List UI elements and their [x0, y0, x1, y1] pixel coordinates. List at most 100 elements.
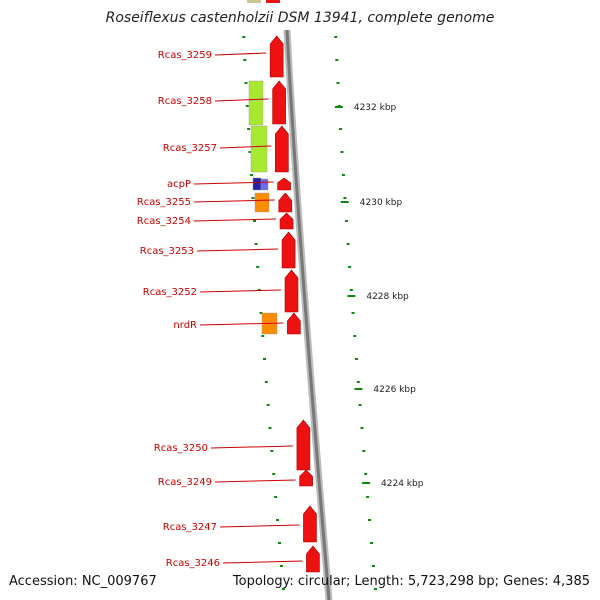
outer-tick-mark — [343, 197, 347, 199]
inner-tick-mark — [252, 220, 256, 222]
genome-info-text: Topology: circular; Length: 5,723,298 bp… — [232, 574, 590, 589]
gene-label: Rcas_3257 — [163, 143, 217, 154]
gene-label: Rcas_3249 — [158, 477, 212, 488]
outer-tick-mark — [355, 358, 359, 360]
map-title: Roseiflexus castenholzii DSM 13941, comp… — [105, 10, 495, 26]
outer-tick-mark — [356, 381, 360, 383]
inner-tick-mark — [276, 519, 280, 521]
gene-label: Rcas_3253 — [140, 246, 194, 257]
gene-label: Rcas_3255 — [137, 197, 191, 208]
kbp-tick-mark — [354, 388, 363, 390]
outer-tick-mark — [353, 335, 357, 337]
gene-label: Rcas_3246 — [166, 558, 220, 569]
outer-tick-mark — [349, 289, 353, 291]
genes — [269, 35, 320, 573]
outer-tick-mark — [341, 174, 345, 176]
gene-arrow[interactable] — [287, 312, 301, 335]
gene-label-leader — [222, 560, 303, 564]
gene-label-leader — [193, 181, 274, 185]
inner-tick-mark — [244, 82, 248, 84]
inner-tick-mark — [277, 542, 281, 544]
blue-feature[interactable] — [252, 177, 262, 191]
gene-label: acpP — [167, 179, 191, 190]
orange-feature[interactable] — [254, 192, 270, 213]
gene-label-leader — [219, 524, 300, 528]
gene-label-leader — [214, 98, 269, 102]
inner-tick-mark — [272, 473, 276, 475]
outer-tick-mark — [346, 243, 350, 245]
kbp-tick-mark — [340, 201, 349, 203]
green-feature[interactable] — [248, 80, 264, 126]
accession-text: Accession: NC_009767 — [9, 574, 157, 589]
gene-arrow[interactable] — [281, 231, 296, 269]
outer-tick-mark — [360, 427, 364, 429]
inner-tick-mark — [281, 588, 285, 590]
kbp-tick-mark — [347, 295, 356, 297]
inner-tick-mark — [259, 312, 263, 314]
kbp-tick-label: 4230 kbp — [360, 198, 403, 208]
labels: Rcas_3259 Rcas_3258 Rcas_3257 acpP Rcas_3255… — [137, 50, 303, 569]
top-feature-stub — [247, 0, 261, 3]
tick-labels: 4232 kbp 4230 kbp 4228 kbp 4226 kbp 4224 kbp — [334, 103, 424, 489]
gene-arrow[interactable] — [303, 505, 317, 543]
gene-label-leader — [196, 248, 279, 252]
inner-ticks — [242, 36, 285, 590]
gene-arrow[interactable] — [269, 35, 284, 78]
inner-tick-mark — [248, 151, 252, 153]
inner-tick-mark — [257, 289, 261, 291]
gene-label-leader — [193, 199, 275, 203]
kbp-tick-mark — [362, 482, 371, 484]
blue-feature[interactable] — [260, 178, 269, 191]
outer-tick-mark — [362, 450, 366, 452]
outer-tick-mark — [344, 220, 348, 222]
outer-tick-mark — [340, 151, 344, 153]
top-gene-stub — [266, 0, 280, 3]
kbp-tick-label: 4232 kbp — [354, 103, 397, 113]
inner-tick-mark — [266, 404, 270, 406]
gene-arrow[interactable] — [278, 192, 293, 213]
inner-tick-mark — [270, 450, 274, 452]
gene-label: Rcas_3258 — [158, 96, 212, 107]
gene-arrow[interactable] — [306, 545, 320, 573]
gene-label-leader — [214, 479, 296, 483]
outer-ticks — [334, 36, 377, 590]
gene-arrow[interactable] — [275, 125, 289, 173]
outer-tick-mark — [335, 59, 339, 61]
inner-tick-mark — [254, 243, 258, 245]
outer-tick-mark — [369, 542, 373, 544]
inner-tick-mark — [249, 174, 253, 176]
outer-tick-mark — [364, 473, 368, 475]
outer-tick-mark — [334, 36, 338, 38]
genome-backbone-line — [285, 29, 331, 600]
gene-arrow[interactable] — [277, 177, 291, 191]
gene-arrow[interactable] — [296, 419, 311, 471]
outer-tick-mark — [373, 588, 377, 590]
gene-label-leader — [219, 145, 272, 149]
gene-arrow[interactable] — [279, 212, 294, 230]
gene-label: Rcas_3250 — [154, 443, 208, 454]
outer-tick-mark — [371, 565, 375, 567]
inner-tick-mark — [279, 565, 283, 567]
green-feature[interactable] — [250, 125, 268, 173]
gene-label: Rcas_3247 — [163, 522, 217, 533]
gene-arrow[interactable] — [299, 469, 313, 487]
inner-tick-mark — [245, 105, 249, 107]
outer-tick-mark — [351, 312, 355, 314]
features — [248, 80, 278, 335]
outer-tick-mark — [336, 82, 340, 84]
inner-tick-mark — [263, 358, 267, 360]
gene-label-leader — [214, 52, 267, 56]
gene-arrow[interactable] — [284, 269, 299, 313]
kbp-tick-label: 4224 kbp — [381, 479, 424, 489]
inner-tick-mark — [251, 197, 255, 199]
gene-label-leader — [199, 322, 284, 326]
gene-arrow[interactable] — [272, 80, 286, 125]
kbp-tick-label: 4226 kbp — [373, 385, 416, 395]
outer-tick-mark — [358, 404, 362, 406]
gene-label-leader — [199, 289, 282, 293]
gene-label: Rcas_3259 — [158, 50, 212, 61]
outer-tick-mark — [366, 496, 370, 498]
inner-tick-mark — [256, 266, 260, 268]
gene-label: Rcas_3252 — [143, 287, 197, 298]
